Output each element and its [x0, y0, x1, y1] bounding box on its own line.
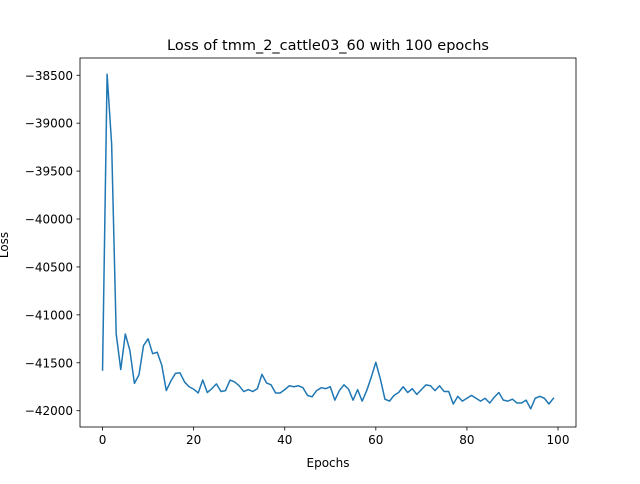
y-axis-label: Loss: [0, 232, 11, 258]
y-tick-label: −40000: [25, 213, 73, 227]
y-tick-label: −41000: [25, 308, 73, 322]
loss-series-line: [101, 73, 555, 410]
y-tick-label: −39000: [25, 117, 73, 131]
y-tick-label: −41500: [25, 356, 73, 370]
x-tick-label: 0: [99, 433, 107, 447]
plot-area: 0 20 40 60 80 100 −38500 −39000 −39500 −40000 −405…: [25, 57, 577, 447]
y-tick-label: −39500: [25, 165, 73, 179]
y-tick-label: −42000: [25, 404, 73, 418]
axes-frame: [79, 57, 577, 428]
y-tick-label: −38500: [25, 69, 73, 83]
x-tick-label: 20: [186, 433, 201, 447]
x-tick-label: 40: [277, 433, 292, 447]
y-tick-label: −40500: [25, 260, 73, 274]
x-tick-label: 60: [368, 433, 383, 447]
x-tick-label: 80: [459, 433, 474, 447]
x-axis-label: Epochs: [307, 456, 350, 470]
x-tick-label: 100: [547, 433, 570, 447]
chart-title: Loss of tmm_2_cattle03_60 with 100 epoch…: [167, 38, 489, 54]
